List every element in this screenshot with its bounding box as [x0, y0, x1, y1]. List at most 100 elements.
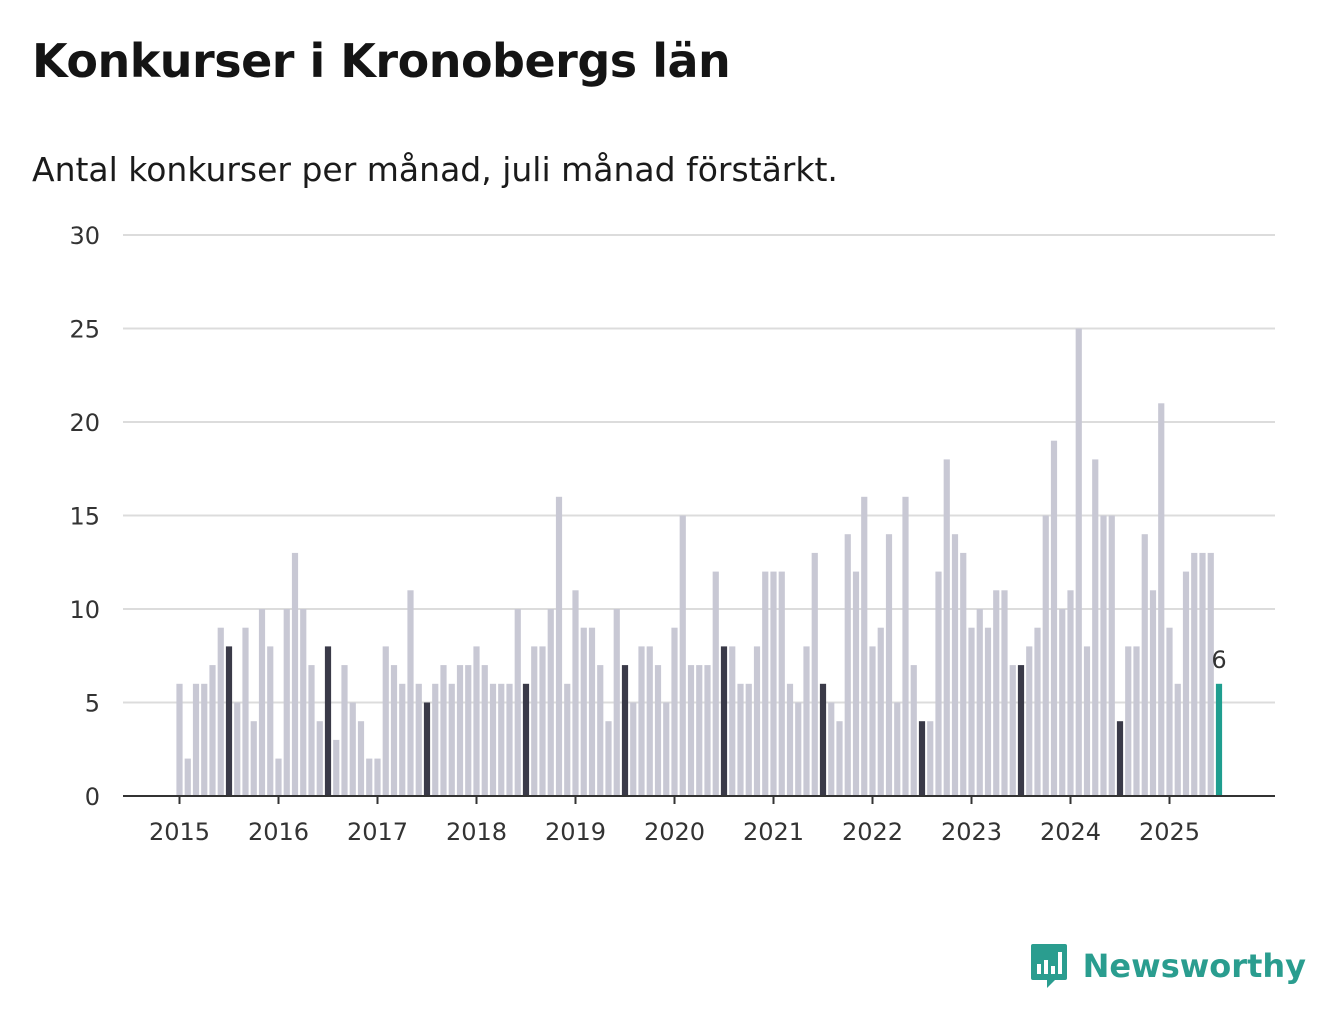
bar [910, 665, 917, 796]
bar [1191, 552, 1198, 796]
bar [539, 646, 546, 796]
x-tick-label: 2019 [545, 818, 606, 846]
newsworthy-icon [1030, 944, 1067, 988]
bar [877, 627, 884, 796]
x-tick-label: 2020 [644, 818, 705, 846]
bar [902, 496, 909, 796]
bar [258, 609, 266, 796]
bar [209, 665, 216, 796]
bar [894, 702, 901, 796]
bar [687, 665, 695, 796]
bar [745, 683, 752, 796]
bar [861, 496, 868, 796]
bar [415, 683, 422, 796]
bar [1059, 609, 1066, 796]
bar [753, 646, 761, 796]
bar [489, 683, 497, 796]
latest-value-label: 6 [1211, 646, 1226, 674]
bar [1125, 646, 1132, 796]
bar [1100, 515, 1107, 796]
bar [1174, 683, 1181, 796]
bar [927, 721, 934, 796]
bar [1199, 552, 1206, 796]
bar [968, 627, 975, 796]
bar [819, 683, 827, 796]
bar [935, 571, 942, 796]
bar [440, 665, 447, 796]
bar [803, 646, 810, 796]
bar [795, 702, 802, 796]
bar [852, 571, 860, 796]
bar [869, 646, 876, 796]
y-tick-label: 15 [69, 503, 100, 531]
bar [300, 609, 307, 796]
bar [712, 571, 719, 796]
bar [654, 665, 662, 796]
bar [1149, 590, 1157, 796]
y-tick-label: 30 [69, 222, 100, 250]
bar [407, 590, 414, 796]
bar [1001, 590, 1008, 796]
y-tick-label: 25 [69, 316, 100, 344]
chart-subtitle: Antal konkurser per månad, juli månad fö… [32, 150, 838, 189]
bar [308, 665, 315, 796]
bar [291, 552, 299, 796]
bar [201, 683, 208, 796]
bar [192, 683, 200, 796]
bar [778, 571, 785, 796]
bar [250, 721, 257, 796]
bar [918, 721, 926, 796]
bar [786, 683, 794, 796]
bar [1182, 571, 1190, 796]
bar [316, 721, 323, 796]
bar [399, 683, 406, 796]
bar [1141, 534, 1148, 796]
bar [390, 665, 398, 796]
bar [1108, 515, 1115, 796]
bar [572, 590, 579, 796]
bar [943, 459, 950, 796]
x-tick-label: 2025 [1139, 818, 1200, 846]
bar [951, 534, 959, 796]
x-tick-label: 2016 [248, 818, 309, 846]
bar [366, 758, 373, 796]
bar [580, 627, 587, 796]
bar [621, 665, 629, 796]
bar [1009, 665, 1016, 796]
bar [382, 646, 389, 796]
bar [729, 646, 736, 796]
bar [564, 683, 571, 796]
bar [242, 627, 249, 796]
x-axis-labels: 2015 2016 2017 2018 2019 2020 2021 2022 2023 2024… [149, 796, 1200, 846]
x-tick-label: 2024 [1040, 818, 1101, 846]
bar [844, 534, 851, 796]
bar [555, 496, 563, 796]
bar [638, 646, 645, 796]
bar [885, 534, 893, 796]
x-tick-label: 2017 [347, 818, 408, 846]
bar [333, 739, 340, 796]
bar [473, 646, 480, 796]
chart-title: Konkurser i Kronobergs län [32, 34, 731, 88]
bar [374, 758, 381, 796]
bar [514, 609, 521, 796]
bar [176, 683, 183, 796]
bar [423, 702, 431, 796]
bar [770, 571, 777, 796]
x-tick-label: 2021 [743, 818, 804, 846]
bar [1207, 552, 1214, 796]
bar [646, 646, 653, 796]
bar [984, 627, 992, 796]
y-tick-label: 5 [85, 690, 100, 718]
bar [324, 646, 332, 796]
y-tick-label: 10 [69, 596, 100, 624]
bar [275, 758, 282, 796]
bars [176, 328, 1223, 796]
bar [1075, 328, 1082, 796]
bar [465, 665, 472, 796]
bar [531, 646, 538, 796]
bar [828, 702, 835, 796]
bar [1215, 683, 1223, 796]
bar [341, 665, 348, 796]
bar [1026, 646, 1033, 796]
